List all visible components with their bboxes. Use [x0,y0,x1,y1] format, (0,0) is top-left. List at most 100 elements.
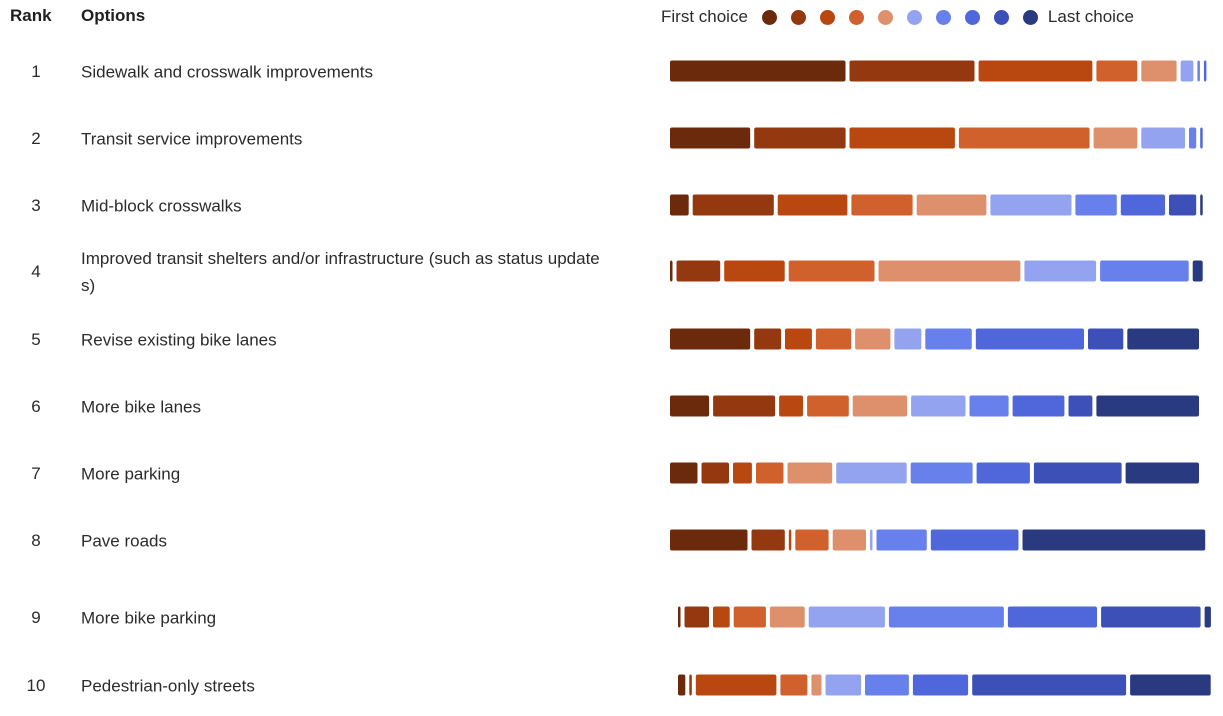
bar-segment-rank-2 [713,395,776,417]
bar-segment-rank-3 [695,674,777,696]
option-label: More bike lanes [81,397,202,417]
bar-segment-rank-1 [670,529,748,551]
bar-segment-rank-5 [916,194,987,216]
bar-segment-rank-5 [811,674,822,696]
bar-segment-rank-10 [1022,529,1206,551]
bar-segment-rank-6 [1024,260,1097,282]
rank-column-header: Rank [10,6,52,25]
bar-segment-rank-9 [1068,395,1093,417]
bar-segment-rank-8 [1012,395,1065,417]
bar-segment-rank-6 [808,606,885,628]
bar-segment-rank-8 [976,462,1030,484]
rank-number: 8 [31,531,41,550]
bar-segment-rank-8 [975,328,1084,350]
bar-segment-rank-5 [1141,60,1177,82]
bar-segment-rank-7 [925,328,972,350]
bar-segment-rank-6 [1141,127,1185,149]
bar-segment-rank-4 [780,674,808,696]
bar-segment-rank-5 [787,462,833,484]
ranking-row: 8 Pave roads [0,511,1223,571]
bar-segment-rank-3 [777,194,848,216]
bar-segment-rank-7 [969,395,1009,417]
rank-number: 3 [31,196,41,215]
bar-segment-rank-8 [1007,606,1097,628]
bar-segment-rank-4 [733,606,766,628]
ranking-row: 5 Revise existing bike lanes [0,310,1223,370]
ranking-row: 1 Sidewalk and crosswalk improvements [0,42,1223,102]
ranking-row: 3 Mid-block crosswalks [0,176,1223,236]
bar-segment-rank-7 [1100,260,1189,282]
bar-segment-rank-6 [825,674,861,696]
legend-dot-6 [906,9,922,25]
legend-last-label: Last choice [1047,7,1134,26]
legend-first-label: First choice [661,7,748,26]
legend-dot-3 [819,9,835,25]
bar-segment-rank-9 [972,674,1127,696]
option-label: Pave roads [81,531,167,551]
bar-segment-rank-4 [788,260,875,282]
rank-number: 10 [26,676,46,695]
option-label: More parking [81,464,181,484]
bar-segment-rank-6 [911,395,966,417]
legend-dot-4 [848,9,864,25]
rank-number: 9 [31,608,41,627]
legend-dot-1 [761,9,777,25]
bar-segment-rank-3 [713,606,730,628]
bar-segment-rank-5 [769,606,805,628]
bar-segment-rank-4 [1096,60,1138,82]
bar-segment-rank-1 [670,260,673,282]
bar-segment-rank-1 [670,127,751,149]
bar-segment-rank-10 [1125,462,1199,484]
bar-segment-rank-7 [865,674,909,696]
bar-segment-rank-5 [855,328,891,350]
option-label: Improved transit shelters and/or infrast… [81,249,600,295]
option-label: Pedestrian-only streets [81,676,255,696]
ranking-row: 6 More bike lanes [0,377,1223,437]
bar-segment-rank-2 [849,60,975,82]
bar-segment-rank-4 [795,529,829,551]
bar-segment-rank-5 [878,260,1021,282]
bar-segment-rank-2 [754,127,846,149]
bar-segment-rank-3 [849,127,955,149]
legend-dot-8 [964,9,980,25]
bar-segment-rank-3 [779,395,803,417]
bar-segment-rank-4 [851,194,913,216]
bar-segment-rank-2 [701,462,729,484]
bar-segment-rank-1 [670,194,689,216]
bar-segment-rank-1 [678,674,686,696]
bar-segment-rank-10 [1096,395,1199,417]
bar-segment-rank-4 [807,395,849,417]
bar-segment-rank-7 [1189,127,1197,149]
bar-segment-rank-9 [1033,462,1122,484]
legend-color-scale [761,9,1038,25]
bar-segment-rank-3 [785,328,812,350]
chart-legend: First choice Last choice [661,4,1217,30]
bar-segment-rank-3 [978,60,1093,82]
rank-number: 6 [31,397,41,416]
ranking-row: 10 Pedestrian-only streets [0,656,1223,716]
bar-segment-rank-2 [689,674,692,696]
bar-segment-rank-7 [888,606,1004,628]
bar-segment-rank-10 [1130,674,1211,696]
bar-segment-rank-1 [670,328,751,350]
bar-segment-rank-5 [852,395,908,417]
rank-number: 4 [31,262,41,281]
bar-segment-rank-6 [836,462,907,484]
bar-segment-rank-1 [670,462,698,484]
bar-segment-rank-1 [678,606,681,628]
bar-segment-rank-7 [1075,194,1117,216]
bar-segment-rank-8 [1120,194,1165,216]
bar-segment-rank-8 [930,529,1019,551]
bar-segment-rank-6 [1180,60,1194,82]
bar-segment-rank-6 [990,194,1072,216]
bar-segment-rank-2 [692,194,774,216]
bar-segment-rank-1 [670,395,710,417]
bar-segment-rank-10 [1204,606,1211,628]
option-label: More bike parking [81,608,217,628]
bar-segment-rank-9 [1169,194,1197,216]
option-label: Transit service improvements [81,129,303,149]
ranking-row: 9 More bike parking [0,588,1223,648]
bar-segment-rank-5 [1093,127,1138,149]
bar-segment-rank-6 [894,328,922,350]
bar-segment-rank-2 [751,529,785,551]
